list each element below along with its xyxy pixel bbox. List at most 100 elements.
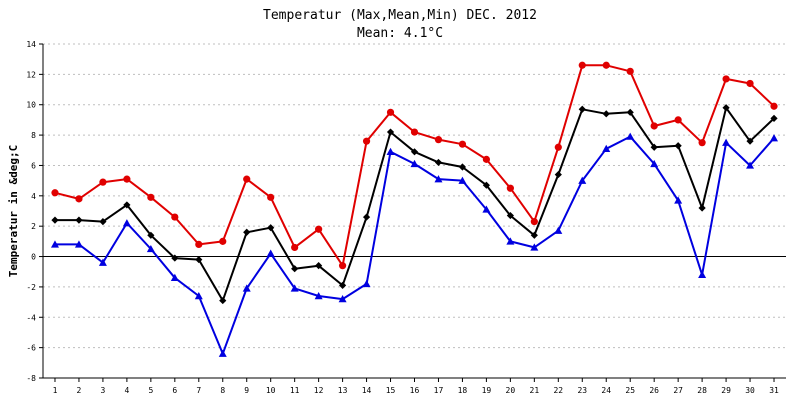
x-tick-label: 15 xyxy=(386,386,396,395)
data-point xyxy=(122,219,131,227)
data-point xyxy=(170,273,179,281)
series-layer xyxy=(50,61,779,357)
data-point xyxy=(698,270,707,278)
x-tick-label: 14 xyxy=(362,386,372,395)
data-point xyxy=(171,254,179,262)
y-tick-label: 0 xyxy=(31,253,36,262)
x-tick-label: 30 xyxy=(745,386,755,395)
y-tick-label: 14 xyxy=(26,40,36,49)
data-point xyxy=(434,175,443,183)
x-tick-label: 10 xyxy=(266,386,276,395)
x-tick-label: 2 xyxy=(77,386,82,395)
data-point xyxy=(650,159,659,168)
data-point xyxy=(386,147,395,155)
x-tick-label: 31 xyxy=(769,386,779,395)
data-point xyxy=(219,237,227,245)
data-point xyxy=(267,193,275,201)
y-tick-label: 12 xyxy=(26,70,36,79)
y-tick-labels: -8 -6 -4 -2 0 2 4 6 8 10 12 14 xyxy=(26,40,36,383)
data-point xyxy=(506,237,515,245)
data-point xyxy=(746,161,755,169)
chart-subtitle: Mean: 4.1°C xyxy=(357,26,443,41)
data-point xyxy=(722,104,730,112)
data-point xyxy=(530,231,538,239)
data-point xyxy=(770,134,779,142)
data-point xyxy=(602,110,610,118)
data-point xyxy=(98,258,107,266)
x-tick-label: 26 xyxy=(649,386,659,395)
x-tick-label: 20 xyxy=(506,386,516,395)
data-point xyxy=(458,163,467,171)
data-point xyxy=(338,262,347,270)
data-point xyxy=(291,243,299,252)
x-tick-label: 27 xyxy=(673,386,683,395)
x-tick-label: 1 xyxy=(53,386,58,395)
data-point xyxy=(194,292,203,300)
x-tick-label: 29 xyxy=(721,386,731,395)
data-point xyxy=(698,204,706,212)
data-point xyxy=(243,175,251,183)
data-point xyxy=(554,226,563,234)
series-line xyxy=(55,106,775,302)
data-point xyxy=(410,148,419,156)
chart-title: Temperatur (Max,Mean,Min) DEC. 2012 xyxy=(263,8,537,23)
series-1 xyxy=(51,61,778,270)
data-point xyxy=(434,158,443,167)
x-tick-label: 7 xyxy=(196,386,201,395)
data-point xyxy=(74,240,83,248)
data-point xyxy=(50,240,59,248)
data-point xyxy=(626,67,634,75)
x-tick-label: 21 xyxy=(530,386,540,395)
data-point xyxy=(266,249,275,257)
data-point xyxy=(578,61,586,69)
data-point xyxy=(530,243,539,251)
data-point xyxy=(123,175,131,183)
data-point xyxy=(770,102,778,110)
data-point xyxy=(506,184,514,192)
y-tick-label: 6 xyxy=(31,161,36,170)
series-3 xyxy=(50,132,779,357)
data-point xyxy=(530,218,538,226)
x-tick-label: 23 xyxy=(577,386,587,395)
data-point xyxy=(99,178,107,186)
data-point xyxy=(698,139,706,147)
x-tick-label: 18 xyxy=(458,386,468,395)
data-point xyxy=(99,218,107,226)
data-point xyxy=(218,349,227,357)
x-tick-label: 3 xyxy=(101,386,106,395)
x-tick-label: 6 xyxy=(172,386,177,395)
data-point xyxy=(410,159,419,168)
data-point xyxy=(674,196,683,204)
x-tick-label: 11 xyxy=(290,386,300,395)
x-tick-label: 19 xyxy=(482,386,492,395)
x-tick-label: 5 xyxy=(148,386,153,395)
data-point xyxy=(674,116,682,124)
data-point xyxy=(650,143,658,151)
y-tick-label: 10 xyxy=(26,101,36,110)
data-point xyxy=(746,137,754,145)
x-tick-labels: 1 2 3 4 5 6 7 8 9 10 11 12 13 14 15 16 17 18 19 20 21 22 23 24 2… xyxy=(53,386,779,395)
x-tick-label: 16 xyxy=(410,386,420,395)
data-point xyxy=(242,284,251,292)
x-tick-label: 4 xyxy=(124,386,129,395)
data-point xyxy=(458,176,467,184)
data-point xyxy=(674,142,682,150)
x-tick-label: 9 xyxy=(244,386,249,395)
data-point xyxy=(386,128,395,136)
data-point xyxy=(147,193,155,201)
data-point xyxy=(722,138,731,146)
data-point xyxy=(243,228,251,236)
data-point xyxy=(290,284,299,292)
data-point xyxy=(746,79,754,88)
data-point xyxy=(51,189,59,197)
y-tick-label: -8 xyxy=(26,374,36,383)
x-tick-label: 8 xyxy=(220,386,225,395)
data-point xyxy=(315,262,323,270)
data-point xyxy=(338,295,347,303)
data-point xyxy=(75,195,83,203)
data-point xyxy=(578,105,586,113)
data-point xyxy=(362,137,371,145)
data-point xyxy=(482,181,491,189)
data-point xyxy=(722,75,730,83)
